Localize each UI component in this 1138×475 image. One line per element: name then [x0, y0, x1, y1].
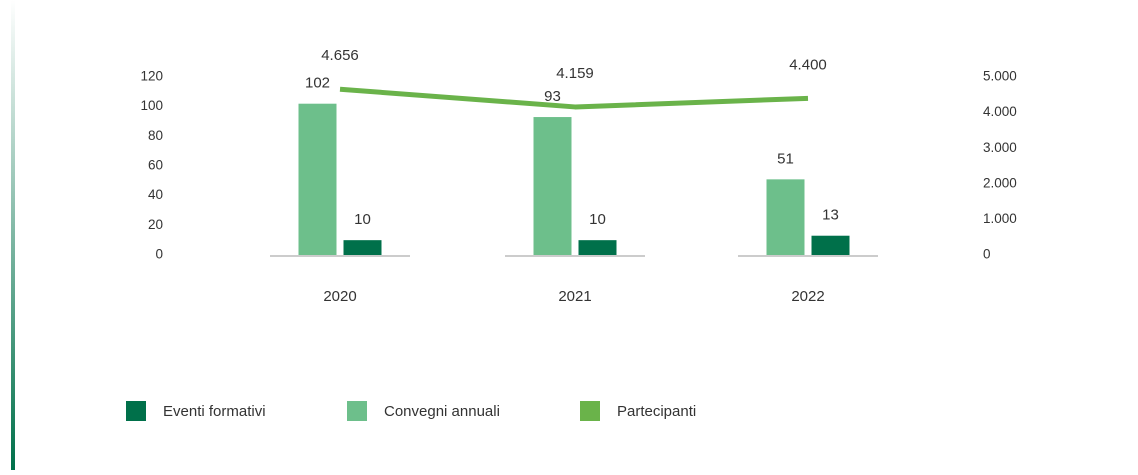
- y-tick-label: 20: [148, 217, 163, 232]
- bar-value-label: 51: [777, 150, 794, 167]
- bar: [578, 240, 617, 255]
- y2-tick-label: 0: [983, 247, 991, 262]
- y2-tick-label: 1.000: [983, 211, 1017, 226]
- y2-tick-label: 4.000: [983, 104, 1017, 119]
- y2-tick-label: 5.000: [983, 69, 1017, 84]
- bar-value-label: 93: [544, 88, 561, 105]
- line-value-label: 4.159: [556, 65, 594, 82]
- y2-tick-label: 2.000: [983, 175, 1017, 190]
- bar: [533, 117, 572, 255]
- y-tick-label: 100: [140, 98, 163, 113]
- legend-label: Convegni annuali: [384, 403, 500, 420]
- line: [339, 86, 809, 110]
- legend-swatch: [580, 401, 600, 421]
- bar-value-label: 102: [305, 75, 330, 92]
- bar: [766, 179, 805, 255]
- line-value-label: 4.656: [321, 47, 359, 64]
- y-tick-label: 80: [148, 128, 163, 143]
- line-value-label: 4.400: [789, 56, 827, 73]
- bar: [298, 103, 337, 255]
- x-tick-label: 2020: [323, 288, 356, 305]
- legend-label: Eventi formativi: [163, 403, 266, 420]
- y-tick-label: 40: [148, 187, 163, 202]
- bar-value-label: 13: [822, 207, 839, 224]
- legend-swatch: [126, 401, 146, 421]
- x-tick-label: 2022: [791, 288, 824, 305]
- side-accent: [11, 0, 15, 470]
- legend-label: Partecipanti: [617, 403, 696, 420]
- bar-value-label: 10: [354, 211, 371, 228]
- x-tick-label: 2021: [558, 288, 591, 305]
- bar: [811, 235, 850, 255]
- bar-value-label: 10: [589, 211, 606, 228]
- y-tick-label: 120: [140, 69, 163, 84]
- y2-tick-label: 3.000: [983, 140, 1017, 155]
- y-tick-label: 0: [155, 247, 163, 262]
- y-tick-label: 60: [148, 158, 163, 173]
- bar: [343, 240, 382, 255]
- legend-swatch: [347, 401, 367, 421]
